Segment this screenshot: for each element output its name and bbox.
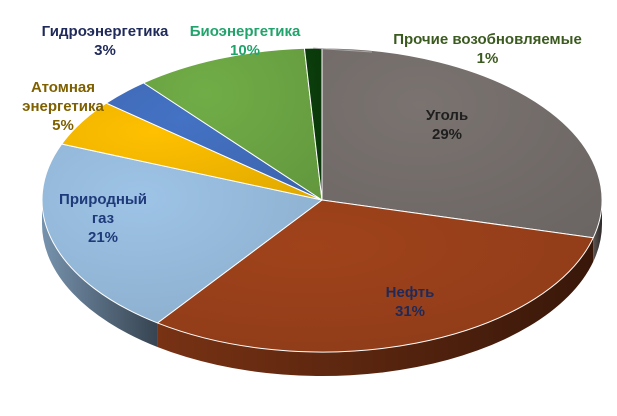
label-bio-value: 10% <box>229 42 261 59</box>
label-hydro-name: Гидроэнергетика <box>41 23 169 40</box>
pie-side-1 <box>157 237 594 377</box>
label-bio: Биоэнергетика 10% <box>180 22 310 60</box>
label-coal-name: Уголь <box>425 107 469 124</box>
leader-line-other <box>313 47 373 53</box>
label-other-value: 1% <box>476 50 499 67</box>
pie-slice-5 <box>143 47 323 201</box>
label-nuclear-name-line2: энергетика <box>22 98 104 115</box>
pie-slice-2 <box>41 143 323 324</box>
label-coal: Уголь 29% <box>402 106 492 144</box>
label-nuclear-value: 5% <box>52 117 74 134</box>
label-other-name: Прочие возобновляемые <box>393 31 582 48</box>
label-gas-name-line2: газ <box>91 210 115 227</box>
label-gas-value: 21% <box>87 229 119 246</box>
label-bio-name: Биоэнергетика <box>189 23 301 40</box>
label-hydro-value: 3% <box>94 42 116 59</box>
label-nuclear-name-line1: Атомная <box>31 79 95 96</box>
label-oil-value: 31% <box>394 303 426 320</box>
label-coal-value: 29% <box>431 126 463 143</box>
label-gas: Природный газ 21% <box>48 190 158 247</box>
label-gas-name-line1: Природный <box>59 191 147 208</box>
pie-slice-1 <box>156 199 594 353</box>
pie-slice-0 <box>321 47 603 239</box>
label-oil-name: Нефть <box>385 284 435 301</box>
pie-side-0 <box>593 200 602 262</box>
pie-top-faces <box>41 47 603 353</box>
label-oil: Нефть 31% <box>370 283 450 321</box>
label-hydro: Гидроэнергетика 3% <box>35 22 175 60</box>
label-nuclear: Атомная энергетика 5% <box>18 78 108 135</box>
label-other-renewables: Прочие возобновляемые 1% <box>375 30 600 68</box>
